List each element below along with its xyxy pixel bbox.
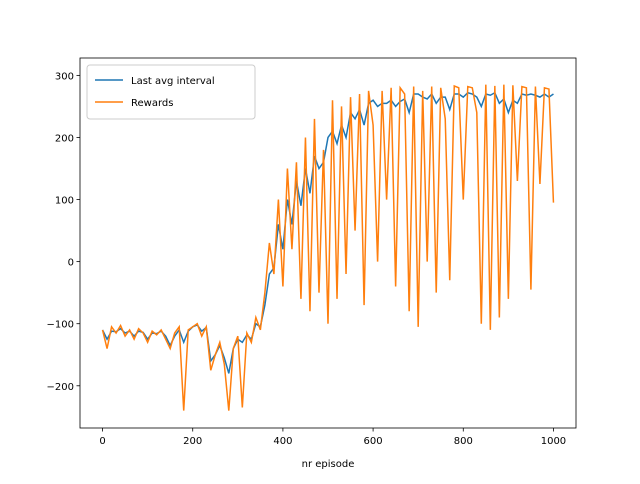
x-axis-label: nr episode <box>302 459 355 470</box>
y-tick-label: −100 <box>47 320 74 331</box>
y-tick-label: 300 <box>55 71 74 82</box>
y-tick-label: −200 <box>47 382 74 393</box>
plot-frame <box>79 57 577 429</box>
y-tick-label: 200 <box>55 133 74 144</box>
x-tick-label: 400 <box>273 436 292 447</box>
legend-label: Last avg interval <box>131 76 215 87</box>
y-tick-label: 0 <box>68 258 74 269</box>
x-tick-label: 200 <box>183 436 202 447</box>
series-line <box>101 84 555 411</box>
legend-label: Rewards <box>131 98 173 109</box>
x-tick-label: 600 <box>364 436 383 447</box>
x-tick-label: 0 <box>99 436 105 447</box>
x-tick-label: 800 <box>454 436 473 447</box>
series-line <box>101 91 554 374</box>
x-tick-label: 1000 <box>541 436 566 447</box>
y-tick-label: 100 <box>55 196 74 207</box>
legend-box <box>86 64 256 120</box>
